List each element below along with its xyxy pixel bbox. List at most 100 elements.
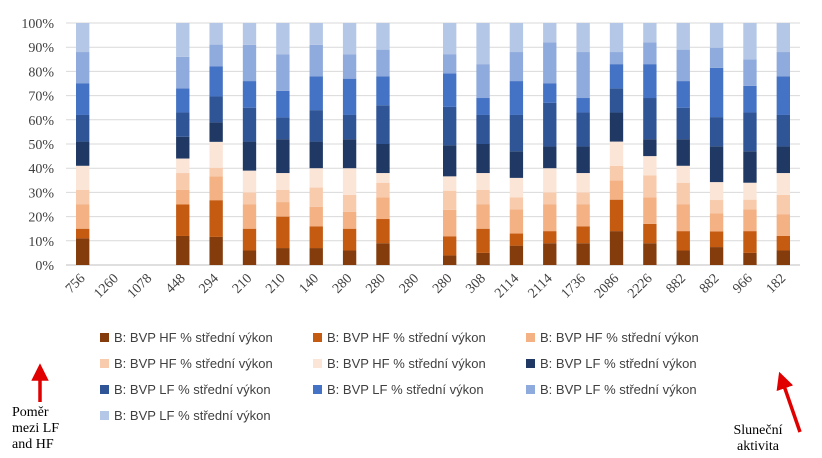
bar-segment [242, 170, 257, 193]
bar-segment [309, 110, 323, 142]
bar-segment [543, 168, 557, 193]
bar-segment [509, 233, 524, 246]
legend-swatch [526, 385, 535, 394]
bar-segment [209, 236, 223, 265]
bar-segment [309, 206, 323, 227]
left-annotation: Poměr mezi LF and HF [12, 405, 59, 453]
bar-segment [509, 197, 524, 210]
bar-segment [309, 23, 323, 45]
bar-segment [376, 23, 390, 50]
bar-segment [209, 167, 223, 177]
bar-segment [643, 23, 657, 43]
bar-segment [643, 139, 657, 157]
bar-stack [76, 23, 90, 265]
bar-stack [609, 23, 624, 265]
y-tick-label: 90% [28, 41, 54, 56]
bar-segment [709, 231, 724, 248]
bar-segment [376, 182, 390, 198]
bar-segment [676, 204, 690, 232]
bar-segment [476, 98, 490, 115]
bar-segment [176, 23, 190, 57]
bar-segment [209, 200, 223, 237]
bar-segment [476, 204, 490, 229]
bar-segment [443, 255, 457, 265]
bar-segment [743, 23, 757, 60]
bar-segment [309, 76, 323, 111]
bar-segment [543, 23, 557, 43]
legend-swatch [526, 333, 535, 342]
bar-segment [543, 204, 557, 232]
bar-segment [643, 156, 657, 176]
right-annotation: Sluneční aktivita [718, 423, 798, 455]
bar-segment [309, 187, 323, 207]
bar-stack [342, 23, 357, 265]
bar-segment [276, 248, 290, 265]
bar-segment [276, 90, 290, 118]
bar-stack [443, 23, 457, 265]
bar-segment [576, 173, 590, 193]
bar-stack [743, 23, 757, 265]
legend-label: B: BVP LF % střední výkon [114, 408, 271, 423]
legend-item: B: BVP HF % střední výkon [526, 330, 739, 345]
bar-segment [76, 141, 90, 166]
bar-segment [743, 231, 757, 253]
bar-segment [709, 182, 724, 201]
bar-segment [476, 173, 490, 190]
bar-segment [309, 141, 323, 169]
bar-segment [609, 23, 624, 53]
bar-segment [376, 144, 390, 174]
bar-segment [476, 252, 490, 265]
legend-label: B: BVP LF % střední výkon [540, 356, 697, 371]
legend-item: B: BVP HF % střední výkon [313, 356, 526, 371]
left-annotation-line: Poměr [12, 405, 49, 420]
bar-stacks [76, 23, 790, 265]
bar-segment [676, 23, 690, 50]
bar-segment [476, 64, 490, 99]
bar-stack [276, 23, 290, 265]
bar-segment [509, 81, 524, 115]
diagonal-arrow-icon [776, 371, 802, 433]
bar-segment [276, 139, 290, 174]
bar-segment [576, 226, 590, 244]
bar-segment [776, 76, 790, 115]
legend-item: B: BVP HF % střední výkon [313, 330, 526, 345]
y-tick-label: 80% [28, 65, 54, 80]
right-annotation-line: Sluneční [733, 423, 783, 438]
bar-segment [509, 209, 524, 234]
legend-item: B: BVP HF % střední výkon [100, 356, 313, 371]
bar-segment [342, 250, 357, 265]
legend-item: B: BVP LF % střední výkon [100, 382, 313, 397]
y-tick-label: 70% [28, 90, 54, 105]
bar-segment [743, 85, 757, 113]
bar-segment [576, 243, 590, 265]
y-tick-label: 60% [28, 114, 54, 129]
legend-item: B: BVP LF % střední výkon [526, 382, 739, 397]
bar-segment [443, 236, 457, 256]
bar-segment [276, 173, 290, 190]
bar-segment [76, 189, 90, 205]
bar-stack [509, 23, 524, 265]
bar-segment [209, 176, 223, 201]
bar-stack [676, 23, 690, 265]
legend-label: B: BVP LF % střední výkon [327, 382, 484, 397]
bar-segment [543, 243, 557, 265]
bar-segment [342, 211, 357, 229]
bar-segment [476, 114, 490, 144]
legend-label: B: BVP HF % střední výkon [114, 356, 273, 371]
bar-segment [776, 235, 790, 251]
bar-segment [76, 204, 90, 229]
bar-segment [342, 114, 357, 140]
bar-segment [476, 144, 490, 174]
bar-segment [576, 52, 590, 99]
bar-segment [609, 231, 624, 265]
bar-segment [376, 219, 390, 244]
bar-segment [209, 44, 223, 67]
bar-segment [476, 228, 490, 253]
bar-segment [443, 73, 457, 107]
legend-swatch [313, 359, 322, 368]
bar-segment [276, 202, 290, 217]
bar-segment [242, 228, 257, 251]
bar-segment [342, 78, 357, 115]
bar-segment [609, 141, 624, 166]
bar-stack [543, 23, 557, 265]
